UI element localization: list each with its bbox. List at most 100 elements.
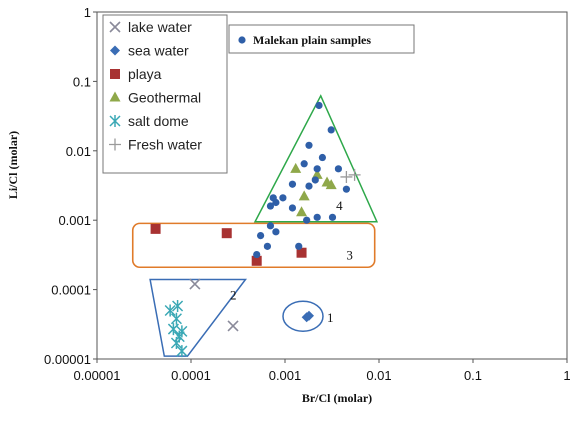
data-point <box>327 126 335 134</box>
plot-area <box>96 11 568 360</box>
data-point <box>315 101 323 110</box>
data-point <box>170 337 182 350</box>
marker-shape <box>325 179 337 190</box>
data-points <box>150 101 361 358</box>
data-point <box>172 300 184 313</box>
data-point <box>288 204 297 212</box>
legend-label: playa <box>128 66 162 82</box>
marker-shape <box>348 168 361 181</box>
data-point <box>303 310 314 321</box>
data-point <box>189 278 201 290</box>
data-point <box>263 242 272 250</box>
marker-shape <box>170 337 182 350</box>
data-point <box>296 247 307 258</box>
marker-shape <box>328 213 337 221</box>
x-tick-label: 0.0001 <box>171 368 211 383</box>
data-point <box>170 312 182 325</box>
marker-shape <box>303 216 311 224</box>
marker-shape <box>109 115 121 127</box>
legend-secondary-label: Malekan plain samples <box>253 33 371 47</box>
marker-shape <box>172 300 184 313</box>
marker-shape <box>300 160 308 168</box>
marker-shape <box>298 190 310 201</box>
legend-marker <box>109 115 121 127</box>
region-4-label: 4 <box>336 198 343 213</box>
data-point <box>298 190 310 201</box>
legend-marker <box>109 91 121 102</box>
data-point <box>227 320 239 332</box>
marker-shape <box>313 213 321 221</box>
y-axis-title: Li/Cl (molar) <box>6 131 20 199</box>
marker-shape <box>176 345 188 358</box>
data-point <box>272 228 280 236</box>
data-point <box>303 216 311 224</box>
y-tick-label: 0.01 <box>66 144 91 159</box>
legend-label: Fresh water <box>128 137 202 153</box>
marker-shape <box>109 138 121 151</box>
data-point <box>313 213 321 221</box>
marker-shape <box>164 304 176 317</box>
marker-shape <box>150 223 161 234</box>
marker-shape <box>189 278 201 290</box>
y-tick-label: 0.00001 <box>44 352 91 367</box>
region-3-rectangle <box>131 222 376 269</box>
region-labels: 1 2 3 4 <box>230 198 353 325</box>
data-point <box>348 168 361 181</box>
x-axis-title: Br/Cl (molar) <box>302 391 372 405</box>
data-point <box>290 162 302 173</box>
marker-shape <box>296 247 307 258</box>
x-tick-label: 0.1 <box>464 368 482 383</box>
marker-shape <box>295 242 303 250</box>
legend-label: sea water <box>128 43 189 59</box>
x-tick-label: 0.01 <box>366 368 391 383</box>
data-point <box>334 165 343 173</box>
marker-shape <box>290 162 302 173</box>
marker-shape <box>110 69 120 79</box>
region-4-triangle <box>253 94 379 223</box>
region-3-label: 3 <box>346 248 353 263</box>
marker-shape <box>263 242 272 250</box>
data-point <box>150 223 161 234</box>
marker-shape <box>109 21 121 33</box>
marker-shape <box>305 182 313 190</box>
data-point <box>328 213 337 221</box>
marker-shape <box>227 320 239 332</box>
marker-shape <box>288 204 297 212</box>
marker-shape <box>109 91 121 102</box>
data-point <box>295 242 303 250</box>
data-point <box>305 141 313 149</box>
marker-shape <box>334 165 343 173</box>
y-tick-label: 1 <box>84 5 91 20</box>
marker-shape <box>110 45 120 56</box>
marker-shape <box>272 228 280 236</box>
x-tick-label: 0.001 <box>269 368 302 383</box>
data-point <box>311 176 319 184</box>
marker-shape <box>170 312 182 325</box>
legend-marker <box>110 45 120 56</box>
marker-shape <box>167 323 179 336</box>
data-point <box>311 168 323 179</box>
region-1-ellipse <box>282 300 324 332</box>
data-point <box>279 194 287 202</box>
marker-shape <box>238 36 246 44</box>
region-annotations <box>131 94 379 357</box>
data-point <box>167 323 179 336</box>
data-point <box>340 170 353 183</box>
marker-shape <box>311 168 323 179</box>
axis-ticks: 0.00001 0.0001 0.001 0.01 0.1 1 0.00001 0.0001 0… <box>44 5 571 383</box>
legend-box <box>102 14 228 174</box>
data-point <box>300 160 308 168</box>
marker-shape <box>253 250 261 259</box>
data-point <box>296 206 308 217</box>
y-tick-label: 0.0001 <box>51 283 91 298</box>
data-point <box>272 198 280 207</box>
marker-shape <box>266 202 275 210</box>
marker-shape <box>305 141 313 149</box>
legend-label: salt dome <box>128 113 189 129</box>
marker-shape <box>266 222 275 230</box>
region-1-label: 1 <box>327 310 334 325</box>
marker-shape <box>256 231 265 240</box>
marker-shape <box>315 101 323 110</box>
data-point <box>251 255 262 266</box>
